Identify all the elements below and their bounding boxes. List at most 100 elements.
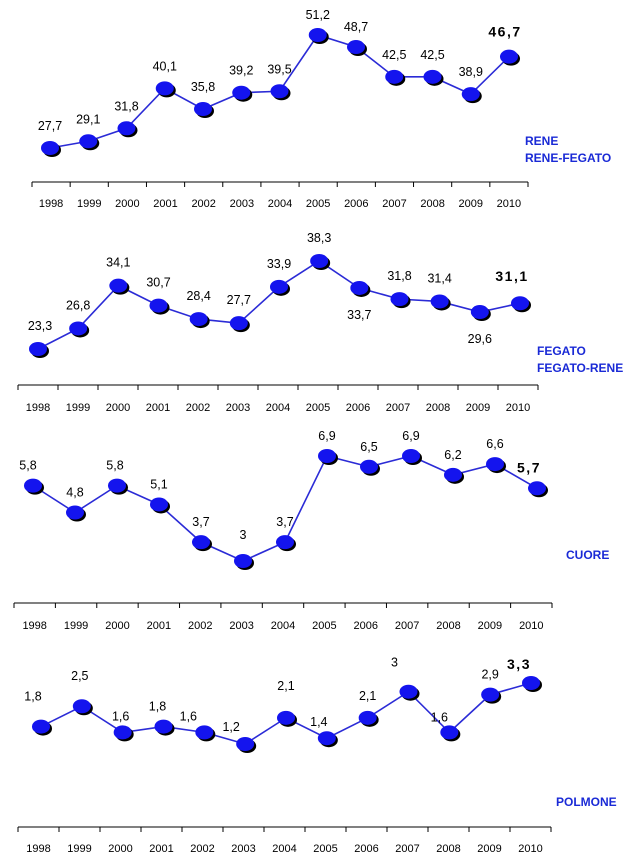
- data-label: 38,9: [459, 65, 483, 79]
- data-point: [310, 254, 331, 270]
- data-label: 1,8: [149, 700, 166, 714]
- data-point: [72, 699, 93, 716]
- x-tick-label: 2003: [230, 198, 254, 210]
- x-tick-label: 2004: [271, 620, 295, 632]
- data-point: [358, 710, 379, 727]
- data-label: 39,2: [229, 64, 253, 78]
- data-label: 42,5: [420, 48, 444, 62]
- x-tick-label: 2009: [478, 620, 502, 632]
- x-tick-label: 2005: [306, 198, 330, 210]
- data-label: 29,6: [468, 332, 492, 346]
- data-point: [277, 710, 297, 727]
- data-point: [270, 84, 291, 101]
- data-label: 42,5: [382, 48, 406, 62]
- data-point: [423, 69, 444, 86]
- data-point: [318, 449, 338, 465]
- chart-panel-4: 1,8 2,5 1,6 1,8 1,6 1,2 2,1 1,4 2,1 3 1,6 2,9 3,3 199…: [17, 656, 617, 855]
- data-label: 1,6: [180, 709, 197, 723]
- data-point: [32, 719, 52, 736]
- data-point: [232, 85, 253, 102]
- x-tick-label: 2008: [436, 843, 460, 855]
- x-tick-label: 2004: [268, 198, 292, 210]
- data-label: 38,3: [307, 231, 331, 245]
- data-point: [229, 316, 250, 333]
- x-tick-label: 2007: [395, 843, 419, 855]
- data-label: 2,5: [71, 669, 88, 683]
- data-point: [109, 278, 130, 295]
- data-point: [528, 481, 548, 498]
- data-label: 33,7: [347, 308, 371, 322]
- data-point: [276, 535, 296, 552]
- x-tick-label: 2006: [354, 843, 378, 855]
- x-tick-label: 1999: [66, 402, 90, 414]
- data-label: 30,7: [146, 276, 170, 290]
- x-tick-label: 2005: [313, 843, 337, 855]
- x-tick-label: 2001: [149, 843, 173, 855]
- data-point: [481, 687, 502, 704]
- data-label: 31,8: [114, 99, 138, 113]
- x-tick-label: 2003: [226, 402, 250, 414]
- legend-entry: FEGATO: [537, 344, 586, 358]
- data-label: 3: [391, 656, 398, 670]
- data-label: 2,1: [359, 689, 376, 703]
- x-tick-label: 2002: [190, 843, 214, 855]
- data-label: 6,6: [486, 437, 503, 451]
- data-point: [41, 141, 61, 157]
- legend-entry: CUORE: [566, 548, 609, 562]
- data-label: 6,9: [402, 429, 419, 443]
- x-tick-label: 2002: [191, 198, 215, 210]
- data-point: [234, 554, 254, 570]
- x-tick-label: 2010: [506, 402, 530, 414]
- data-point: [29, 342, 49, 358]
- data-label: 1,6: [112, 709, 129, 723]
- data-point: [347, 40, 367, 57]
- x-tick-label: 2009: [466, 402, 490, 414]
- data-label: 1,6: [431, 710, 448, 724]
- data-label: 40,1: [153, 59, 177, 73]
- data-point: [108, 478, 128, 495]
- data-label: 5,8: [19, 459, 36, 473]
- x-tick-label: 2006: [346, 402, 370, 414]
- data-label: 5,8: [106, 459, 123, 473]
- x-tick-label: 2008: [426, 402, 450, 414]
- x-tick-label: 2010: [519, 620, 543, 632]
- legend-entry: FEGATO-RENE: [537, 361, 623, 375]
- x-tick-label: 2005: [312, 620, 336, 632]
- data-point: [154, 719, 175, 736]
- x-tick-label: 2006: [354, 620, 378, 632]
- data-label: 46,7: [488, 24, 521, 40]
- x-tick-label: 2006: [344, 198, 368, 210]
- x-tick-label: 2000: [105, 620, 129, 632]
- chart-panel-3: 5,8 4,8 5,8 5,1 3,7 3 3,7 6,9 6,5 6,9 6,2 6,6 5,7 199…: [13, 429, 609, 632]
- x-tick-label: 1998: [26, 402, 50, 414]
- x-tick-label: 1998: [26, 843, 50, 855]
- data-label: 51,2: [306, 8, 330, 22]
- data-label: 39,5: [267, 62, 291, 76]
- data-point: [470, 305, 491, 322]
- data-label: 1,8: [24, 690, 41, 704]
- data-point: [500, 49, 520, 66]
- data-point: [430, 294, 451, 311]
- data-point: [149, 298, 170, 315]
- x-tick-label: 1999: [77, 198, 101, 210]
- data-label: 26,8: [66, 298, 90, 312]
- x-tick-label: 2000: [115, 198, 139, 210]
- data-point: [511, 296, 531, 313]
- data-point: [113, 725, 134, 742]
- data-label: 4,8: [66, 486, 83, 500]
- data-label: 1,4: [310, 715, 327, 729]
- data-point: [444, 467, 464, 484]
- data-label: 35,8: [191, 80, 215, 94]
- x-tick-label: 2001: [146, 402, 170, 414]
- data-label: 1,2: [222, 720, 239, 734]
- data-point: [402, 449, 422, 465]
- data-point: [440, 725, 461, 742]
- data-label: 27,7: [38, 119, 62, 133]
- x-tick-label: 1999: [67, 843, 91, 855]
- data-point: [390, 292, 411, 309]
- data-point: [69, 321, 90, 338]
- x-tick-label: 2004: [272, 843, 296, 855]
- x-tick-label: 2003: [229, 620, 253, 632]
- data-label: 2,1: [277, 679, 294, 693]
- data-point: [308, 28, 329, 44]
